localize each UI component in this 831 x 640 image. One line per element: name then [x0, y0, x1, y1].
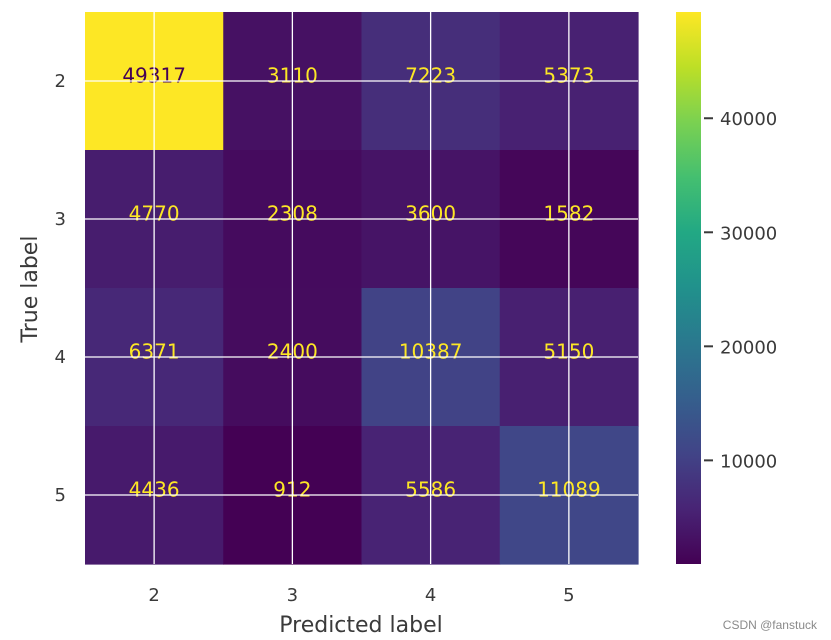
y-tick-label-2: 2 — [55, 71, 66, 92]
colorbar-tick-label-40000: 40000 — [720, 109, 777, 130]
y-axis-label: True label — [18, 236, 43, 344]
colorbar-tick-label-10000: 10000 — [720, 451, 777, 472]
x-tick-label-3: 3 — [287, 585, 298, 606]
colorbar-ticks: 10000 20000 30000 40000 — [704, 109, 777, 472]
x-tick-label-5: 5 — [563, 585, 574, 606]
y-tick-label-5: 5 — [55, 485, 66, 506]
y-axis-ticks: 2 3 4 5 — [55, 71, 66, 506]
watermark: CSDN @fanstuck — [722, 618, 817, 632]
x-axis-label: Predicted label — [279, 613, 442, 638]
colorbar — [676, 12, 701, 564]
colorbar-tick-label-30000: 30000 — [720, 223, 777, 244]
y-tick-label-3: 3 — [55, 209, 66, 230]
colorbar-tick-label-20000: 20000 — [720, 337, 777, 358]
heatmap-gridlines — [85, 12, 638, 564]
x-tick-label-4: 4 — [425, 585, 436, 606]
x-axis-ticks: 2 3 4 5 — [148, 585, 574, 606]
x-tick-label-2: 2 — [148, 585, 159, 606]
y-tick-label-4: 4 — [55, 347, 66, 368]
